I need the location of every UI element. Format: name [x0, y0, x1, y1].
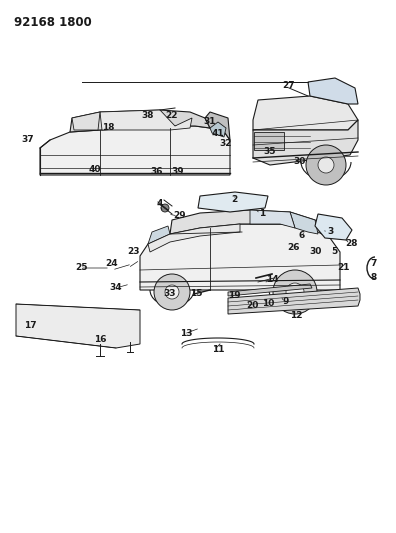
Text: 5: 5 [331, 247, 337, 256]
Polygon shape [253, 120, 358, 165]
Text: 10: 10 [262, 300, 274, 309]
Text: 6: 6 [299, 231, 305, 240]
Text: 32: 32 [220, 140, 232, 149]
Circle shape [273, 270, 317, 314]
Polygon shape [170, 210, 330, 234]
Text: 38: 38 [142, 111, 154, 120]
Text: 13: 13 [180, 329, 192, 338]
Text: 40: 40 [89, 166, 101, 174]
Text: 35: 35 [264, 148, 276, 157]
Text: 33: 33 [164, 289, 176, 298]
Text: 41: 41 [212, 130, 224, 139]
Text: 92168 1800: 92168 1800 [14, 16, 92, 29]
Polygon shape [228, 288, 360, 314]
Text: 30: 30 [294, 157, 306, 166]
Polygon shape [290, 212, 318, 234]
Text: 39: 39 [172, 167, 184, 176]
Polygon shape [250, 210, 295, 228]
Text: 8: 8 [371, 273, 377, 282]
Text: 24: 24 [106, 260, 118, 269]
Text: 14: 14 [266, 276, 278, 285]
Polygon shape [148, 226, 170, 244]
Text: 4: 4 [157, 199, 163, 208]
Polygon shape [100, 110, 192, 130]
Text: 34: 34 [110, 284, 122, 293]
Text: 18: 18 [102, 124, 114, 133]
Polygon shape [253, 96, 358, 130]
Text: 12: 12 [290, 311, 302, 320]
Polygon shape [315, 214, 352, 240]
Text: 28: 28 [346, 239, 358, 248]
Polygon shape [198, 192, 268, 212]
Circle shape [306, 145, 346, 185]
Text: 25: 25 [76, 263, 88, 272]
Circle shape [154, 274, 190, 310]
Polygon shape [210, 122, 226, 137]
Text: 1: 1 [259, 209, 265, 219]
Polygon shape [148, 224, 240, 252]
Text: 22: 22 [166, 111, 178, 120]
Polygon shape [205, 112, 230, 140]
Text: 27: 27 [283, 82, 295, 91]
Text: 2: 2 [231, 196, 237, 205]
Text: 31: 31 [204, 117, 216, 126]
Text: 26: 26 [288, 244, 300, 253]
Text: 23: 23 [128, 247, 140, 256]
Text: 15: 15 [190, 289, 202, 298]
Text: 3: 3 [327, 228, 333, 237]
Circle shape [165, 285, 179, 299]
Bar [254, 132, 284, 150]
Polygon shape [16, 304, 140, 348]
Text: 30: 30 [310, 247, 322, 256]
Polygon shape [228, 284, 312, 296]
Polygon shape [70, 110, 210, 132]
Text: 20: 20 [246, 302, 258, 311]
Polygon shape [40, 126, 230, 175]
Polygon shape [72, 112, 100, 130]
Circle shape [318, 157, 334, 173]
Text: 9: 9 [283, 297, 289, 306]
Polygon shape [308, 78, 358, 104]
Polygon shape [140, 224, 340, 290]
Text: 21: 21 [338, 263, 350, 272]
Circle shape [161, 204, 169, 212]
Text: 11: 11 [212, 345, 224, 354]
Text: 19: 19 [228, 292, 240, 301]
Text: 7: 7 [371, 260, 377, 269]
Text: 36: 36 [151, 167, 163, 176]
Circle shape [286, 283, 304, 301]
Text: 29: 29 [174, 212, 186, 221]
Text: 37: 37 [22, 135, 34, 144]
Text: 17: 17 [24, 321, 36, 330]
Text: 16: 16 [94, 335, 106, 344]
